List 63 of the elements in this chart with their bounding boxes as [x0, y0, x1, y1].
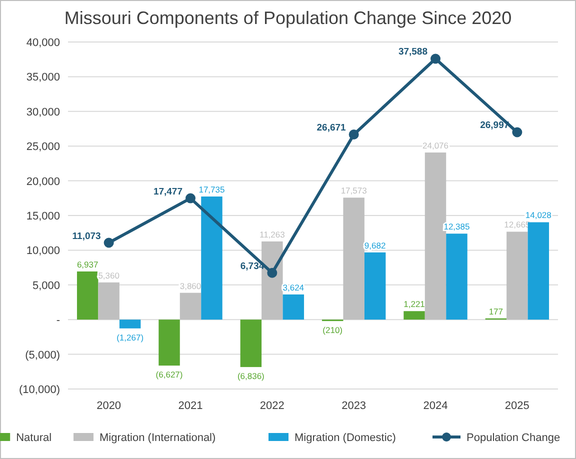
data-label: (6,627)	[156, 370, 183, 380]
data-label: 37,588	[398, 46, 428, 58]
bar	[404, 311, 425, 320]
data-label: 14,028	[525, 210, 552, 220]
point	[348, 130, 359, 140]
y-tick-label: -	[56, 314, 60, 327]
data-label: 6,937	[76, 259, 99, 270]
bar	[282, 294, 304, 320]
legend-label: Migration (Domestic)	[294, 432, 396, 444]
y-tick-label: 10,000	[26, 245, 60, 258]
legend-label: Migration (International)	[100, 432, 216, 444]
data-label: 17,477	[153, 186, 182, 198]
bar	[119, 320, 141, 328]
x-tick-label: 2023	[342, 400, 366, 412]
point	[267, 268, 278, 278]
data-label: (6,836)	[237, 371, 265, 382]
point	[512, 127, 522, 138]
legend-label: Population Change	[466, 432, 560, 444]
point	[186, 193, 196, 204]
x-tick-label: 2021	[178, 400, 203, 412]
chart-title: Missouri Components of Population Change Since 2020	[64, 8, 512, 28]
y-tick-label: 20,000	[26, 176, 60, 188]
data-label: 26,671	[316, 122, 347, 134]
bar	[343, 198, 364, 320]
data-label: 11,073	[72, 230, 101, 242]
x-tick-label: 2024	[423, 400, 448, 412]
point	[104, 238, 114, 248]
data-label: 11,263	[259, 229, 286, 240]
data-label: (1,267)	[116, 332, 144, 342]
bar	[76, 271, 98, 320]
data-label: 9,682	[364, 240, 386, 250]
x-tick-label: 2025	[504, 400, 530, 412]
data-label: 12,385	[444, 222, 470, 232]
bar	[364, 252, 386, 320]
data-label: 17,735	[198, 184, 226, 195]
bar	[506, 232, 528, 320]
y-tick-label: 35,000	[26, 72, 60, 84]
y-tick-label: (10,000)	[19, 384, 60, 396]
y-tick-label: 30,000	[26, 106, 60, 118]
y-tick-label: (5,000)	[25, 349, 60, 362]
legend-label: Natural	[16, 432, 52, 444]
y-tick-label: 40,000	[26, 37, 60, 49]
bar	[158, 320, 180, 366]
data-label: 177	[488, 306, 504, 316]
bar	[528, 222, 550, 320]
bar	[180, 292, 202, 320]
data-label: 3,860	[180, 280, 202, 291]
data-label: 17,573	[340, 186, 368, 196]
data-label: 5,360	[98, 270, 120, 280]
x-tick-label: 2022	[260, 400, 284, 412]
bar	[98, 282, 120, 320]
y-tick-label: 15,000	[26, 210, 60, 222]
data-label: (210)	[322, 325, 343, 336]
data-label: 1,221	[404, 299, 426, 310]
bar	[446, 234, 468, 320]
data-label: 3,624	[282, 282, 304, 292]
y-tick-label: 25,000	[26, 141, 60, 154]
data-label: 24,076	[422, 140, 449, 151]
x-tick-label: 2020	[96, 400, 122, 412]
bar	[240, 320, 262, 368]
bar	[201, 196, 222, 320]
point	[430, 54, 440, 64]
y-tick-label: 5,000	[32, 280, 60, 292]
